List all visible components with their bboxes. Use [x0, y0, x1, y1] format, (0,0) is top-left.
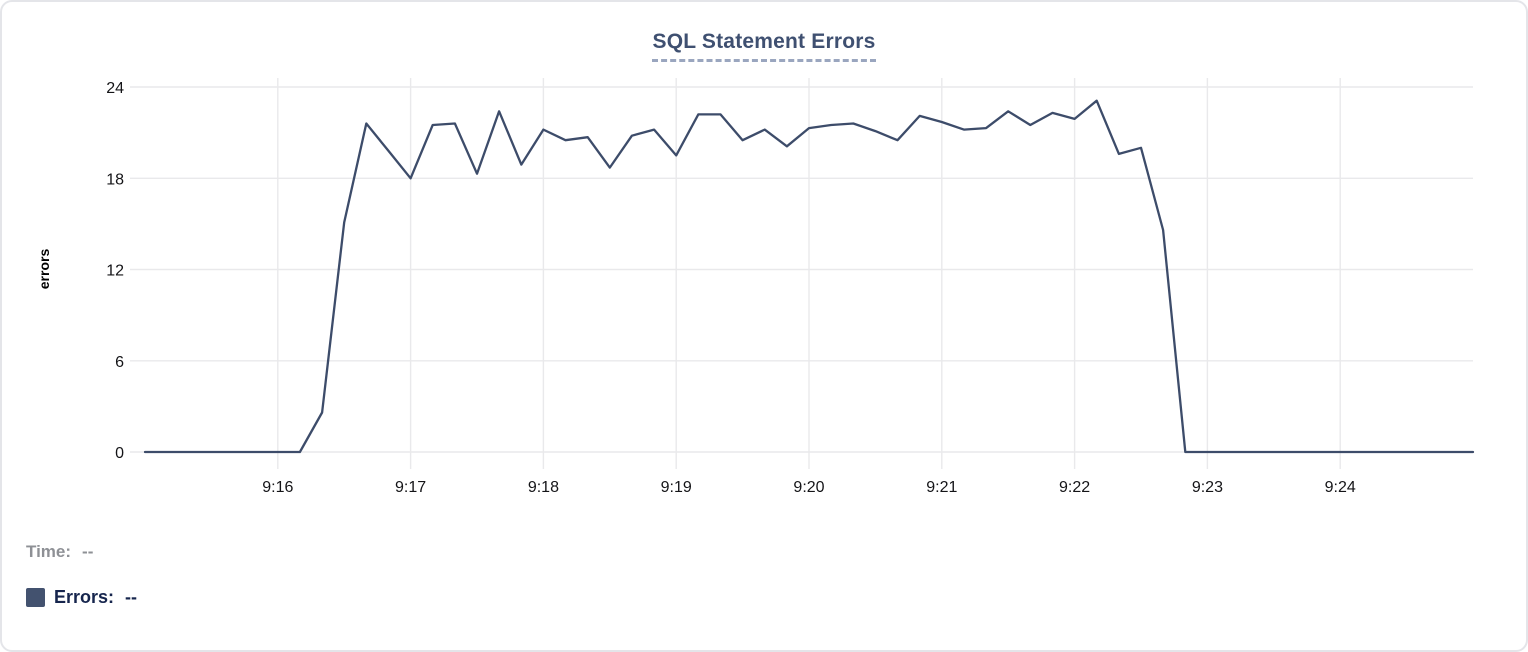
x-tick-label: 9:19 [661, 479, 692, 496]
x-tick-label: 9:23 [1192, 479, 1223, 496]
x-tick-label: 9:22 [1059, 479, 1090, 496]
time-label: Time: [26, 542, 72, 561]
errors-line-chart: 0 6 12 18 24 9:16 9:17 9:18 9:19 9:20 9:21 9:22 9:23… [36, 72, 1475, 496]
series-layer [143, 99, 1475, 454]
x-tick-label: 9:17 [395, 479, 426, 496]
x-tick-label: 9:21 [926, 479, 957, 496]
y-tick-label: 12 [106, 263, 124, 280]
errors-series-swatch [26, 588, 45, 607]
time-value: -- [82, 542, 94, 561]
plot-hover-area[interactable] [145, 72, 1473, 457]
y-tick-label: 6 [115, 354, 124, 371]
axis-labels-layer: 0 6 12 18 24 9:16 9:17 9:18 9:19 9:20 9:21 9:22 9:23… [106, 80, 1356, 496]
x-tick-label: 9:16 [262, 479, 293, 496]
chart-header: SQL Statement Errors [2, 31, 1526, 62]
errors-label: Errors: [54, 587, 115, 607]
x-tick-label: 9:18 [528, 479, 559, 496]
x-tick-label: 9:20 [793, 479, 824, 496]
time-readout-row: Time: -- [26, 542, 137, 562]
y-tick-label: 0 [115, 445, 124, 462]
y-tick-label: 18 [106, 171, 124, 188]
y-axis-title: errors [36, 249, 52, 290]
errors-series-line [143, 99, 1475, 454]
errors-readout-row: Errors: -- [26, 587, 137, 608]
chart-title[interactable]: SQL Statement Errors [652, 31, 876, 62]
hover-readout: Time: -- Errors: -- [26, 542, 137, 608]
y-tick-label: 24 [106, 80, 124, 97]
x-tick-label: 9:24 [1325, 479, 1356, 496]
grid-layer [130, 78, 1473, 469]
errors-value: -- [125, 587, 138, 607]
